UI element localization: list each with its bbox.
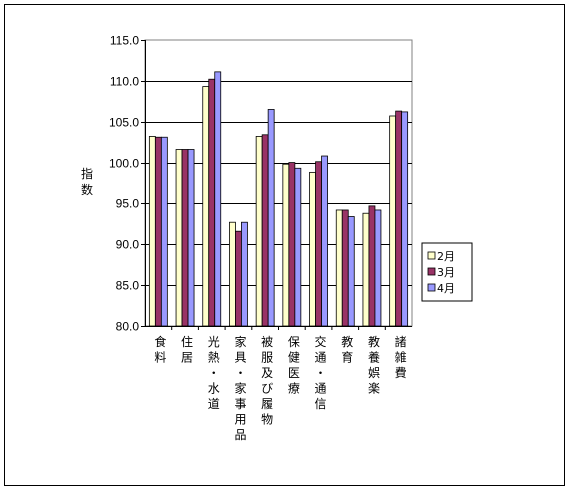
bar-4月-家具・家事用品 xyxy=(241,221,248,327)
y-axis-title: 指数 xyxy=(81,166,93,197)
y-tick-label: 85.0 xyxy=(116,279,140,293)
y-tick-labels: 80.0 85.0 90.0 95.0 100.0 105.0 110.0 115.0 xyxy=(109,34,139,334)
category-label: 諸雑費 xyxy=(395,334,407,380)
bar-4月-諸雑費 xyxy=(401,111,409,327)
legend-swatch xyxy=(427,251,436,260)
y-tick-label: 105.0 xyxy=(109,116,139,130)
legend: 2月 3月 4月 xyxy=(421,242,473,302)
bar-3月-家具・家事用品 xyxy=(235,230,242,327)
bar-2月-保健医療 xyxy=(282,163,290,327)
bar-3月-被服及び履物 xyxy=(261,134,269,327)
bar-3月-交通・通信 xyxy=(315,161,322,327)
y-tick-label: 90.0 xyxy=(116,238,140,252)
bar-3月-食料 xyxy=(154,136,162,327)
legend-entry: 4月 xyxy=(437,282,455,295)
bar-4月-光熱・水道 xyxy=(214,71,222,327)
bar-3月-教育 xyxy=(341,209,349,327)
bar-3月-諸雑費 xyxy=(395,110,403,327)
category-label: 家具・家事用品 xyxy=(234,334,246,442)
category-label: 交通・通信 xyxy=(315,334,327,411)
y-axis-label: 指数 xyxy=(81,166,93,197)
category-label: 光熱・水道 xyxy=(208,335,220,411)
bar-2月-諸雑費 xyxy=(389,115,397,327)
category-label: 教育 xyxy=(341,334,353,365)
y-tick-label: 110.0 xyxy=(110,75,139,89)
bar-3月-保健医療 xyxy=(288,162,296,327)
axes xyxy=(141,40,412,330)
bar-3月-教養娯楽 xyxy=(368,205,376,327)
y-tick-label: 95.0 xyxy=(116,197,140,211)
legend-swatch xyxy=(427,283,436,292)
bar-4月-被服及び履物 xyxy=(267,109,275,327)
category-label: 教養娯楽 xyxy=(368,334,380,396)
category-label: 保健医療 xyxy=(288,335,300,396)
bar-2月-住居 xyxy=(175,149,183,327)
bar-4月-住居 xyxy=(187,149,195,327)
bar-2月-家具・家事用品 xyxy=(229,221,236,327)
bar-2月-教養娯楽 xyxy=(362,212,370,327)
bar-4月-保健医療 xyxy=(294,167,302,327)
bar-4月-教育 xyxy=(347,216,355,327)
category-label: 食料 xyxy=(154,334,166,365)
bar-3月-住居 xyxy=(181,149,189,327)
category-label: 住居 xyxy=(181,335,193,365)
y-tick-label: 100.0 xyxy=(109,157,139,171)
legend-swatch xyxy=(427,267,436,276)
y-tick-label: 115.0 xyxy=(110,34,139,48)
legend-entry: 2月 xyxy=(437,250,455,263)
bar-4月-交通・通信 xyxy=(321,155,328,327)
bar-2月-交通・通信 xyxy=(309,171,316,327)
category-label: 被服及び履物 xyxy=(261,335,273,427)
y-tick-label: 80.0 xyxy=(116,320,140,334)
bar-3月-光熱・水道 xyxy=(208,78,216,327)
bar-2月-光熱・水道 xyxy=(202,86,210,327)
bar-2月-被服及び履物 xyxy=(255,136,263,327)
bar-2月-教育 xyxy=(335,209,343,327)
legend-entry: 3月 xyxy=(437,266,455,279)
bar-4月-食料 xyxy=(160,136,168,327)
bar-2月-食料 xyxy=(148,136,156,327)
bar-4月-教養娯楽 xyxy=(374,209,382,327)
